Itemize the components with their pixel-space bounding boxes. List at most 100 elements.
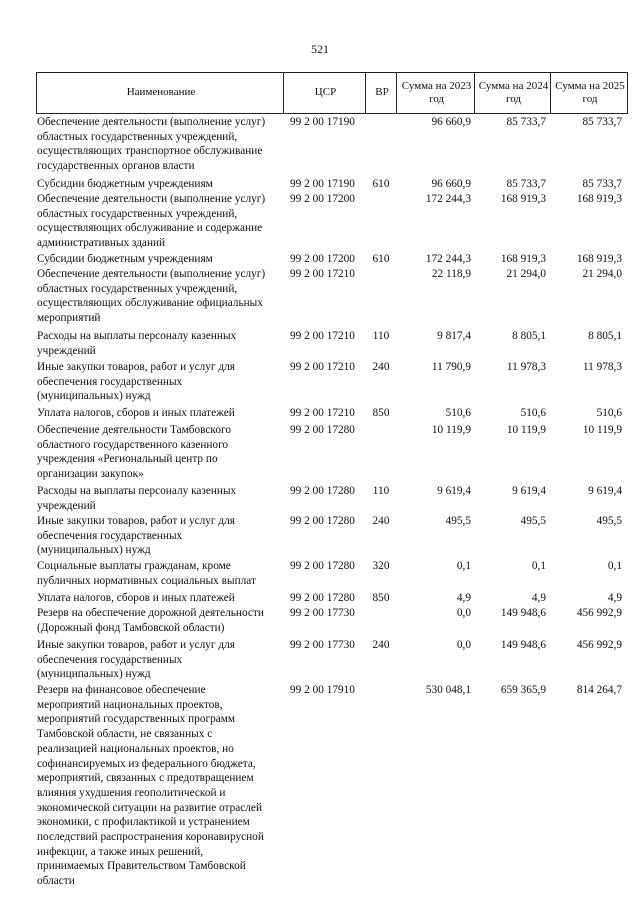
col-line (365, 72, 366, 113)
header-box (36, 72, 628, 114)
row-amount: 10 119,9 (431, 424, 471, 436)
row-vr: 850 (372, 592, 390, 604)
row-csr: 99 2 00 17190 (290, 178, 355, 190)
row-vr: 240 (372, 515, 390, 527)
row-amount: 495,5 (520, 515, 546, 527)
header-cell: Сумма на 2023 год (401, 79, 472, 105)
row-csr: 99 2 00 17280 (290, 592, 355, 604)
row-amount: 10 119,9 (506, 424, 546, 436)
row-amount: 85 733,7 (582, 178, 622, 190)
row-name: Иные закупки товаров, работ и услуг для (37, 515, 235, 527)
row-name: Субсидии бюджетным учреждениям (37, 178, 213, 190)
col-line (283, 72, 284, 113)
row-name: обеспечения государственных (37, 529, 183, 542)
row-name: (муниципальных) нужд (37, 544, 151, 557)
row-amount: 22 118,9 (431, 268, 471, 280)
row-vr: 240 (372, 361, 390, 373)
row-name: Резерв на обеспечение дорожной деятельно… (37, 607, 264, 619)
row-amount: 495,5 (445, 515, 471, 527)
row-csr: 99 2 00 17200 (290, 253, 355, 265)
row-vr: 320 (372, 560, 390, 572)
row-amount: 510,6 (596, 407, 622, 419)
page-number: 521 (311, 42, 329, 56)
row-amount: 0,0 (456, 639, 471, 651)
row-amount: 530 048,1 (425, 684, 471, 696)
row-name: Тамбовской области, не связанных с (37, 728, 213, 741)
row-name: Социальные выплаты гражданам, кроме (37, 560, 231, 572)
row-amount: 11 978,3 (506, 361, 546, 373)
row-name: Расходы на выплаты персоналу казенных (37, 330, 237, 342)
row-name: областных государственных учреждений, (37, 130, 238, 143)
row-name: Иные закупки товаров, работ и услуг для (37, 361, 235, 373)
row-amount: 85 733,7 (506, 116, 546, 128)
row-amount: 96 660,9 (431, 116, 471, 128)
row-amount: 4,9 (607, 592, 622, 604)
row-vr: 610 (372, 253, 390, 265)
header-cell: Сумма на 2024 год (478, 79, 549, 105)
header-cell: Наименование (126, 86, 196, 98)
row-name: областных государственных учреждений, (37, 207, 238, 220)
row-name: мероприятий, связанных с предотвращением (37, 772, 254, 785)
row-amount: 11 790,9 (431, 361, 471, 373)
row-vr: 850 (372, 407, 390, 419)
row-name: мероприятий государственных программ (37, 713, 236, 726)
row-name: учреждения «Региональный центр по (37, 453, 218, 466)
header-cell: ВР (375, 86, 389, 98)
row-name: мероприятий национальных проектов, (37, 698, 223, 711)
row-name: осуществляющих транспортное обслуживание (37, 145, 263, 158)
row-name: экономики, с профилактикой и устранением (37, 816, 250, 829)
row-amount: 814 264,7 (576, 684, 622, 696)
row-amount: 8 805,1 (512, 330, 546, 342)
row-amount: 10 119,9 (582, 424, 622, 436)
row-amount: 4,9 (531, 592, 546, 604)
row-name: Иные закупки товаров, работ и услуг для (37, 639, 235, 651)
row-name: учреждений (37, 344, 96, 357)
row-vr: 240 (372, 639, 390, 651)
row-name: Субсидии бюджетным учреждениям (37, 253, 213, 265)
row-amount: 0,1 (456, 560, 471, 572)
row-csr: 99 2 00 17910 (290, 684, 355, 696)
row-amount: 510,6 (520, 407, 546, 419)
row-amount: 168 919,3 (576, 253, 622, 265)
row-amount: 9 619,4 (437, 485, 471, 497)
row-name: учреждений (37, 499, 96, 512)
row-amount: 9 619,4 (512, 485, 546, 497)
row-name: государственных органов власти (37, 160, 195, 173)
row-csr: 99 2 00 17210 (290, 407, 355, 419)
row-amount: 456 992,9 (576, 607, 622, 619)
row-amount: 85 733,7 (582, 116, 622, 128)
row-amount: 172 244,3 (425, 253, 471, 265)
row-amount: 0,0 (456, 607, 471, 619)
row-amount: 21 294,0 (582, 268, 622, 280)
row-name: обеспечения государственных (37, 375, 183, 388)
row-name: осуществляющих обслуживание официальных (37, 297, 263, 310)
row-name: публичных нормативных социальных выплат (37, 574, 256, 587)
row-name: Обеспечение деятельности (выполнение усл… (37, 268, 266, 280)
row-name: реализацией национальных проектов, но (37, 742, 234, 755)
row-amount: 96 660,9 (431, 178, 471, 190)
row-amount: 85 733,7 (506, 178, 546, 190)
row-name: Уплата налогов, сборов и иных платежей (37, 592, 235, 604)
row-csr: 99 2 00 17280 (290, 560, 355, 572)
row-csr: 99 2 00 17190 (290, 116, 355, 128)
row-amount: 4,9 (456, 592, 471, 604)
row-amount: 9 817,4 (437, 330, 471, 342)
row-name: влияния ухудшения геополитической и (37, 786, 226, 799)
row-vr: 110 (372, 485, 390, 497)
row-vr: 610 (372, 178, 390, 190)
row-csr: 99 2 00 17210 (290, 361, 355, 373)
row-csr: 99 2 00 17210 (290, 330, 355, 342)
col-line (396, 72, 397, 113)
row-name: экономической ситуации на развитие отрас… (37, 801, 262, 814)
row-amount: 21 294,0 (506, 268, 546, 280)
row-name: инфекции, а также иных решений, (37, 845, 204, 858)
header-cell: Сумма на 2025 год (555, 79, 625, 105)
row-amount: 0,1 (531, 560, 546, 572)
row-name: области (37, 875, 75, 888)
row-name: организации закупок» (37, 468, 144, 481)
row-csr: 99 2 00 17280 (290, 485, 355, 497)
row-amount: 495,5 (596, 515, 622, 527)
row-name: Обеспечение деятельности (выполнение усл… (37, 116, 266, 128)
row-amount: 510,6 (445, 407, 471, 419)
